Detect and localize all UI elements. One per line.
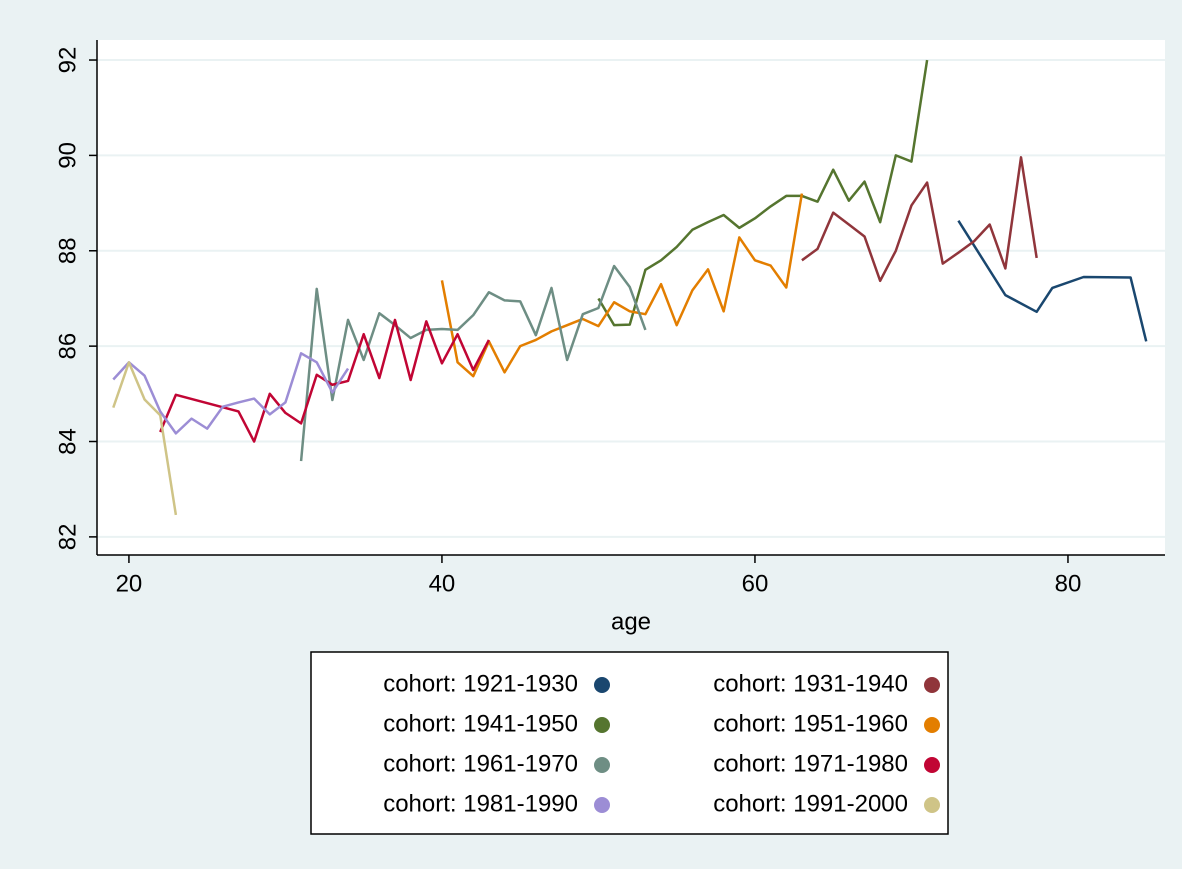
legend-marker xyxy=(594,677,610,693)
legend-label: cohort: 1941-1950 xyxy=(383,710,578,737)
legend-marker xyxy=(924,717,940,733)
series-line xyxy=(112,361,178,516)
legend-marker xyxy=(924,757,940,773)
legend-marker xyxy=(924,797,940,813)
plot-area xyxy=(97,40,1165,555)
x-tick-label: 20 xyxy=(116,570,143,597)
y-tick-label: 92 xyxy=(54,47,81,74)
legend-label: cohort: 1921-1930 xyxy=(383,670,578,697)
series-line xyxy=(440,193,804,378)
x-tick-label: 80 xyxy=(1055,570,1082,597)
series-line xyxy=(801,156,1038,283)
legend xyxy=(310,651,949,835)
series-line xyxy=(112,352,350,435)
legend-marker xyxy=(924,677,940,693)
series-line xyxy=(957,220,1148,342)
legend-marker xyxy=(594,797,610,813)
y-tick-label: 90 xyxy=(54,142,81,169)
y-tick-label: 88 xyxy=(54,237,81,264)
y-tick-label: 82 xyxy=(54,524,81,551)
y-tick-label: 86 xyxy=(54,333,81,360)
series-line xyxy=(597,59,929,327)
legend-marker xyxy=(594,757,610,773)
legend-label: cohort: 1951-1960 xyxy=(713,710,908,737)
legend-label: cohort: 1931-1940 xyxy=(713,670,908,697)
series-line xyxy=(159,318,491,443)
legend-label: cohort: 1961-1970 xyxy=(383,750,578,777)
x-axis-label: age xyxy=(611,608,651,635)
legend-label: cohort: 1991-2000 xyxy=(713,790,908,817)
legend-label: cohort: 1981-1990 xyxy=(383,790,578,817)
x-tick-label: 40 xyxy=(429,570,456,597)
legend-label: cohort: 1971-1980 xyxy=(713,750,908,777)
x-tick-label: 60 xyxy=(742,570,769,597)
y-tick-label: 84 xyxy=(54,428,81,455)
legend-marker xyxy=(594,717,610,733)
